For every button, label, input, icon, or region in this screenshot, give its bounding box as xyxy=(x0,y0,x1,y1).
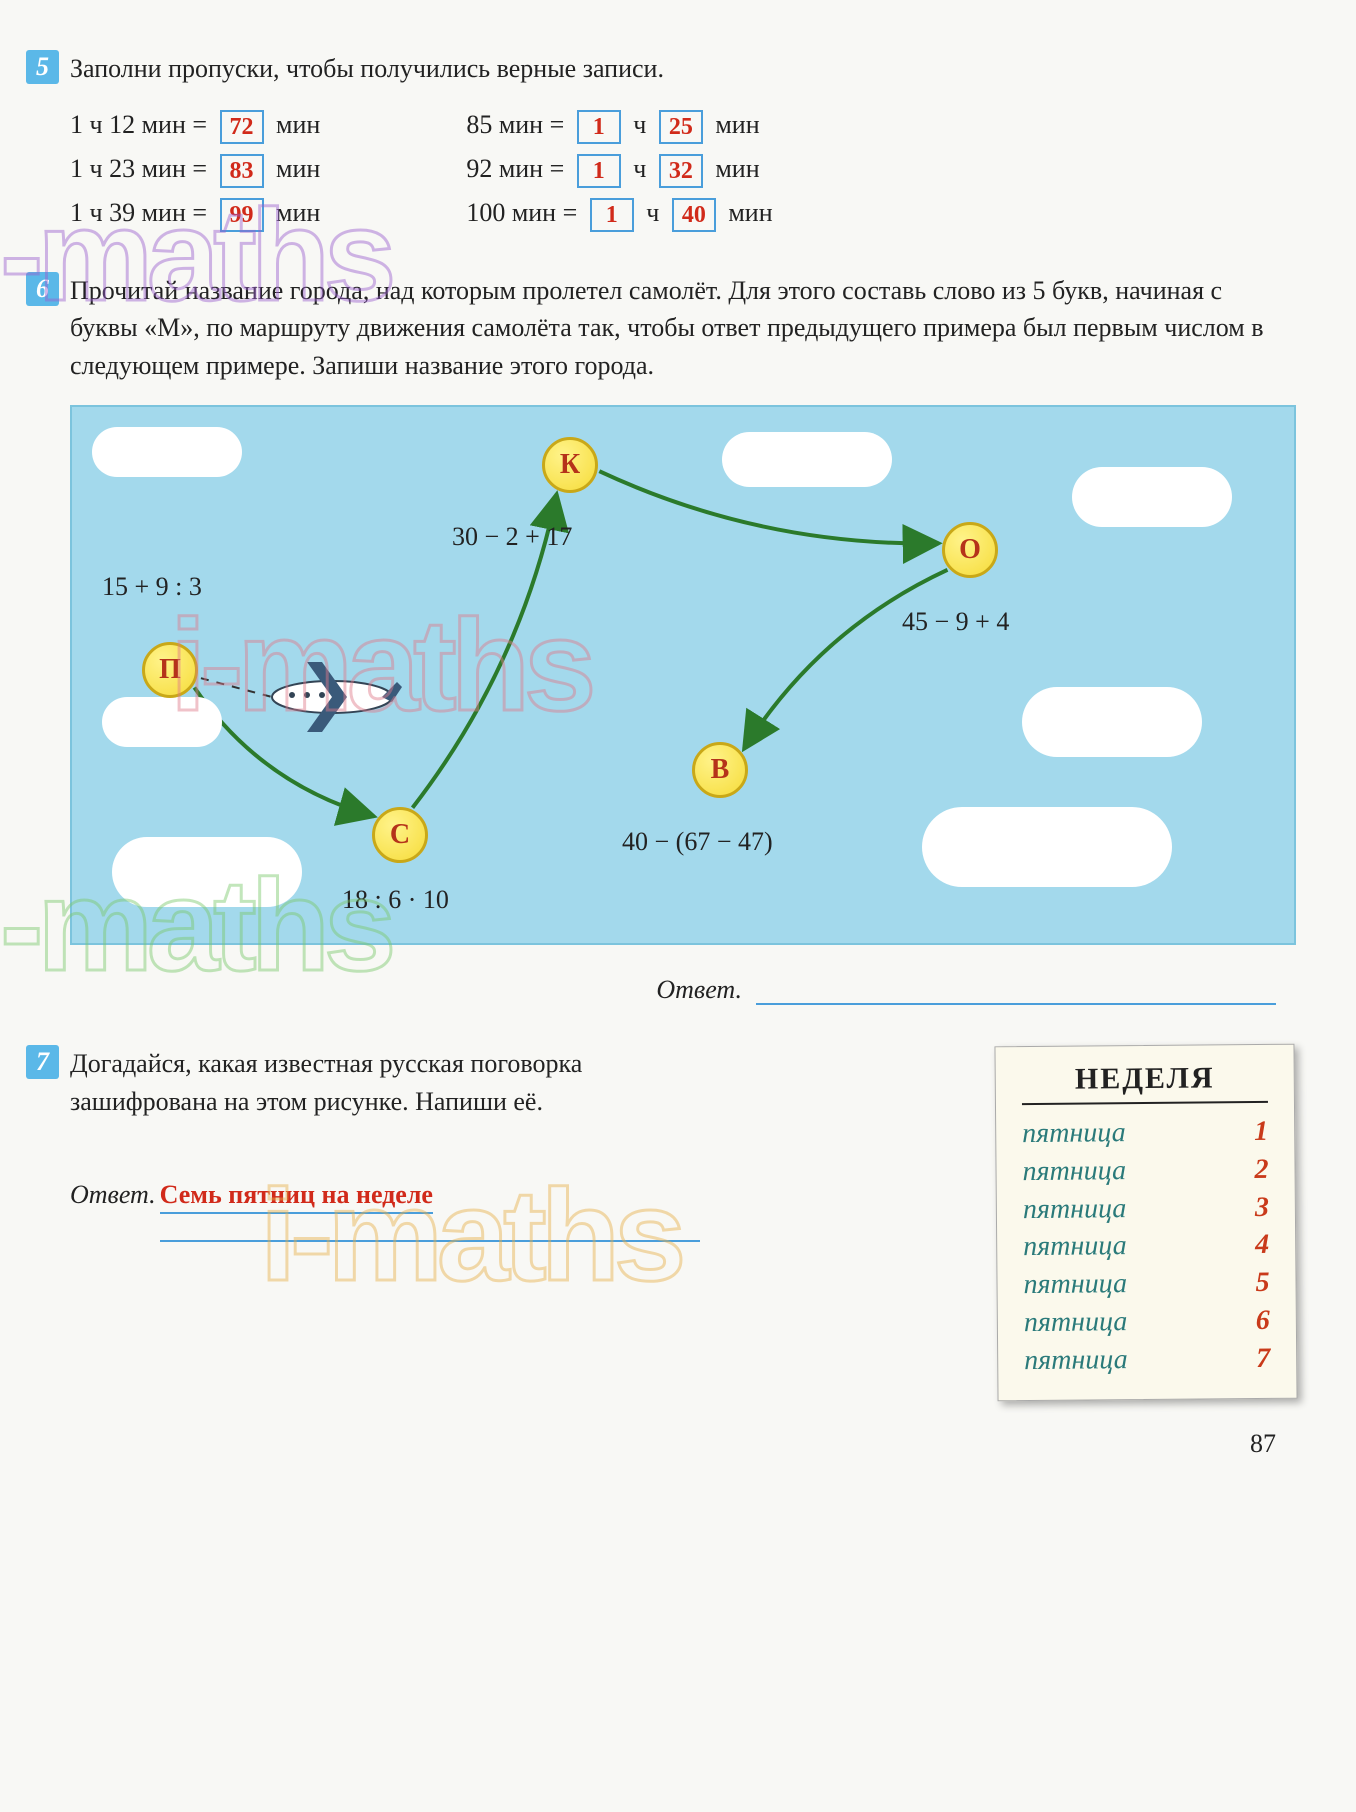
graph-node: К xyxy=(542,437,598,493)
card-day-row: пятница4 xyxy=(1023,1226,1269,1266)
answer-blank[interactable] xyxy=(756,979,1276,1005)
cloud xyxy=(102,697,222,747)
task5-number: 5 xyxy=(26,50,59,84)
card-day-row: пятница7 xyxy=(1024,1340,1270,1380)
cloud xyxy=(922,807,1172,887)
cloud xyxy=(92,427,242,477)
task7-answer: Семь пятниц на неделе xyxy=(160,1180,433,1214)
cloud xyxy=(1072,467,1232,527)
page-number: 87 xyxy=(1250,1429,1276,1459)
task5-text: Заполни пропуски, чтобы получились верны… xyxy=(70,50,1296,88)
week-card: НЕДЕЛЯ пятница1пятница2пятница3пятница4п… xyxy=(994,1044,1297,1401)
equation-row: 1 ч 39 мин = 99 мин xyxy=(70,198,326,232)
answer-blank-2[interactable] xyxy=(160,1240,700,1242)
card-day-row: пятница3 xyxy=(1023,1188,1269,1228)
task5-equations: 1 ч 12 мин = 72 мин 1 ч 23 мин = 83 мин 1 … xyxy=(70,110,1296,232)
card-title: НЕДЕЛЯ xyxy=(1022,1061,1268,1105)
math-expression: 18 : 6 · 10 xyxy=(342,885,449,915)
task6: 6 Прочитай название города, над которым … xyxy=(70,272,1296,1005)
math-expression: 40 − (67 − 47) xyxy=(622,827,773,857)
card-day-row: пятница6 xyxy=(1024,1302,1270,1342)
card-day-row: пятница1 xyxy=(1022,1113,1268,1153)
math-expression: 45 − 9 + 4 xyxy=(902,607,1009,637)
cloud xyxy=(722,432,892,487)
graph-node: П xyxy=(142,642,198,698)
graph-node: С xyxy=(372,807,428,863)
task6-answer-row: Ответ. xyxy=(70,975,1296,1005)
equation-row: 1 ч 12 мин = 72 мин xyxy=(70,110,326,144)
task7-answer-row: Ответ. Семь пятниц на неделе xyxy=(70,1180,966,1214)
graph-node: О xyxy=(942,522,998,578)
sky-diagram: К 30 − 2 + 17 О 45 − 9 + 4 П 15 + 9 : 3 В 40 − … xyxy=(70,405,1296,945)
equation-row: 92 мин = 1 ч 32 мин xyxy=(466,154,778,188)
cloud xyxy=(112,837,302,907)
equation-row: 85 мин = 1 ч 25 мин xyxy=(466,110,778,144)
math-expression: 15 + 9 : 3 xyxy=(102,572,202,602)
task7-text: Догадайся, какая известная русская погов… xyxy=(70,1045,710,1120)
graph-node: В xyxy=(692,742,748,798)
task6-number: 6 xyxy=(26,272,59,306)
cloud xyxy=(1022,687,1202,757)
task5: 5 Заполни пропуски, чтобы получились вер… xyxy=(70,50,1296,232)
card-day-row: пятница2 xyxy=(1022,1151,1268,1191)
task6-text: Прочитай название города, над которым пр… xyxy=(70,272,1296,385)
equation-row: 1 ч 23 мин = 83 мин xyxy=(70,154,326,188)
equation-row: 100 мин = 1 ч 40 мин xyxy=(466,198,778,232)
card-day-row: пятница5 xyxy=(1023,1264,1269,1304)
airplane-icon xyxy=(252,647,412,737)
answer-label: Ответ. xyxy=(656,975,742,1004)
task7: 7 Догадайся, какая известная русская пог… xyxy=(70,1045,1296,1400)
answer-label: Ответ. xyxy=(70,1180,156,1209)
task7-number: 7 xyxy=(26,1045,59,1079)
math-expression: 30 − 2 + 17 xyxy=(452,522,572,552)
